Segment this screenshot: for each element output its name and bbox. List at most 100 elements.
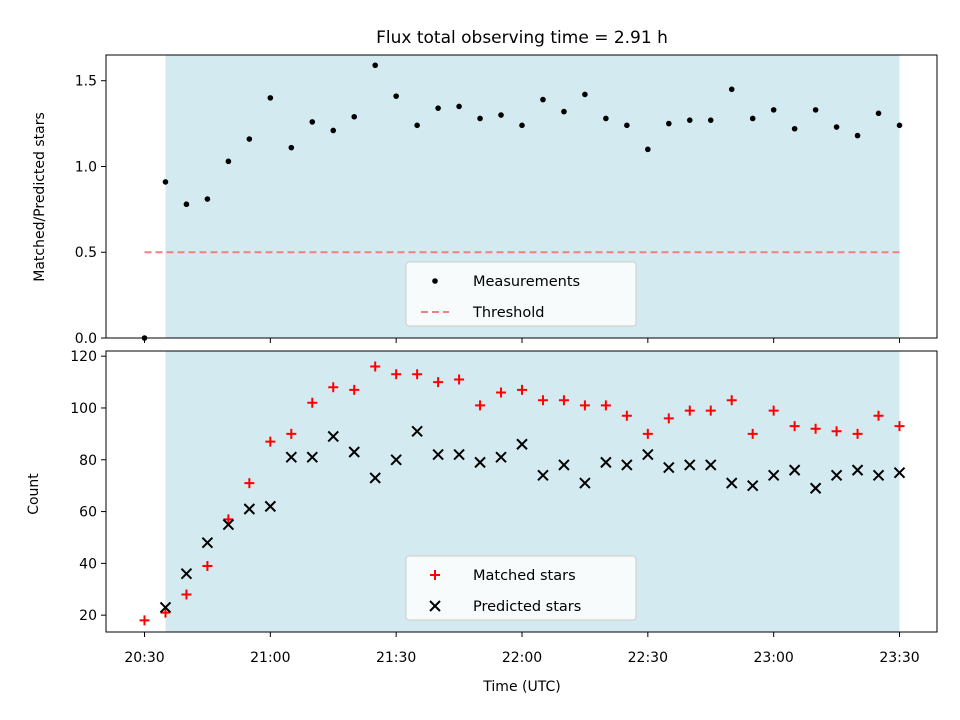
legend-label-bottom-0: Matched stars (473, 568, 576, 584)
legend-marker-top-0 (432, 278, 438, 284)
point-bottom-0-11 (370, 361, 381, 372)
x-tick-label-5: 23:00 (753, 650, 793, 666)
y-tick-label-bottom-2: 60 (79, 505, 97, 521)
point-top-0-17 (498, 112, 504, 118)
point-top-0-20 (561, 108, 567, 115)
legend-label-top-1: Threshold (472, 305, 544, 321)
point-bottom-0-30 (768, 405, 779, 416)
point-bottom-0-10 (349, 384, 360, 395)
point-bottom-0-2 (181, 589, 192, 600)
point-bottom-1-13 (432, 448, 444, 461)
point-top-0-27 (707, 117, 714, 123)
point-bottom-0-9 (328, 382, 339, 393)
point-bottom-0-14 (433, 377, 444, 388)
point-bottom-1-11 (390, 454, 402, 466)
point-bottom-0-6 (265, 436, 276, 447)
y-tick-label-bottom-3: 80 (79, 453, 97, 469)
point-bottom-0-17 (496, 387, 507, 398)
x-tick-label-4: 22:30 (628, 650, 668, 666)
point-bottom-1-31 (809, 482, 822, 494)
point-top-0-19 (540, 96, 546, 103)
point-bottom-0-28 (726, 395, 737, 406)
point-bottom-0-21 (579, 400, 590, 411)
point-bottom-1-30 (788, 464, 801, 476)
y-tick-label-top-2: 1.0 (75, 159, 97, 175)
point-bottom-1-19 (558, 459, 570, 471)
y-tick-label-bottom-5: 120 (70, 349, 97, 365)
point-bottom-1-29 (767, 469, 780, 482)
point-bottom-0-15 (454, 374, 465, 385)
point-bottom-1-35 (893, 467, 906, 479)
point-top-0-8 (309, 119, 316, 125)
point-top-0-1 (162, 179, 169, 185)
point-bottom-1-0 (159, 601, 172, 614)
point-top-0-10 (351, 113, 358, 120)
y-axis-label-count: Count (26, 473, 42, 515)
x-axis-label: Time (UTC) (482, 679, 560, 695)
point-top-0-13 (414, 122, 420, 129)
x-tick-label-0: 20:30 (124, 650, 164, 666)
point-bottom-0-27 (705, 405, 716, 416)
point-bottom-1-2 (201, 536, 214, 549)
point-top-0-24 (645, 146, 651, 153)
point-bottom-0-32 (810, 423, 821, 434)
point-bottom-0-5 (244, 478, 255, 489)
point-top-0-15 (456, 103, 462, 110)
point-top-0-35 (875, 110, 882, 117)
point-bottom-0-7 (286, 428, 297, 439)
point-bottom-0-20 (558, 395, 569, 406)
point-bottom-1-26 (705, 459, 717, 471)
legend-top: Measurements Threshold (405, 261, 637, 327)
point-bottom-0-12 (391, 369, 402, 380)
point-bottom-1-5 (264, 500, 277, 513)
point-top-0-18 (519, 122, 525, 129)
point-top-0-34 (854, 132, 861, 139)
point-bottom-1-12 (411, 425, 423, 437)
point-bottom-0-3 (202, 560, 213, 571)
point-top-0-7 (288, 144, 295, 151)
point-bottom-0-35 (873, 410, 884, 421)
point-bottom-0-24 (642, 428, 653, 439)
point-bottom-0-31 (789, 421, 800, 432)
point-top-0-29 (749, 115, 756, 122)
legend-box-top (405, 261, 637, 327)
point-bottom-1-16 (495, 451, 507, 463)
point-bottom-1-18 (537, 469, 549, 482)
point-bottom-1-23 (642, 448, 654, 461)
point-bottom-0-4 (223, 514, 234, 525)
point-bottom-1-20 (579, 477, 591, 489)
legend-marker-bottom-1 (429, 600, 441, 612)
x-tick-label-2: 21:30 (376, 650, 416, 666)
y-tick-label-top-3: 1.5 (75, 74, 97, 90)
legend-box-bottom (405, 555, 637, 621)
top-plot: 0.0 0.5 1.0 1.5 Measurements Threshold (75, 54, 938, 347)
point-bottom-0-34 (852, 428, 863, 439)
x-tick-label-6: 23:30 (879, 650, 919, 666)
y-tick-label-bottom-0: 20 (79, 608, 97, 624)
bottom-plot: 20 40 60 80 100 120 20:30 21:00 21:30 22:00 22:30 2… (70, 349, 938, 666)
point-bottom-1-3 (222, 518, 235, 531)
x-tick-label-3: 22:00 (502, 650, 542, 666)
legend-label-top-0: Measurements (473, 274, 580, 290)
point-bottom-0-25 (663, 413, 674, 424)
point-top-0-3 (204, 196, 211, 202)
point-top-0-36 (896, 122, 903, 129)
point-top-0-16 (477, 115, 483, 122)
point-bottom-1-28 (746, 479, 759, 492)
point-bottom-0-13 (412, 369, 423, 380)
point-bottom-1-15 (474, 456, 486, 469)
point-bottom-1-27 (726, 477, 738, 489)
point-bottom-1-14 (453, 448, 465, 461)
point-bottom-0-18 (517, 384, 527, 395)
point-top-0-5 (246, 136, 253, 142)
x-tick-label-1: 21:00 (250, 650, 290, 666)
point-bottom-1-33 (851, 464, 864, 476)
point-bottom-0-19 (537, 395, 548, 406)
legend-marker-bottom-0 (430, 570, 440, 580)
chart-title: Flux total observing time = 2.91 h (376, 28, 668, 48)
point-bottom-0-33 (831, 426, 842, 437)
point-bottom-0-8 (307, 397, 318, 408)
point-bottom-0-23 (621, 410, 632, 421)
point-bottom-1-32 (830, 469, 843, 482)
